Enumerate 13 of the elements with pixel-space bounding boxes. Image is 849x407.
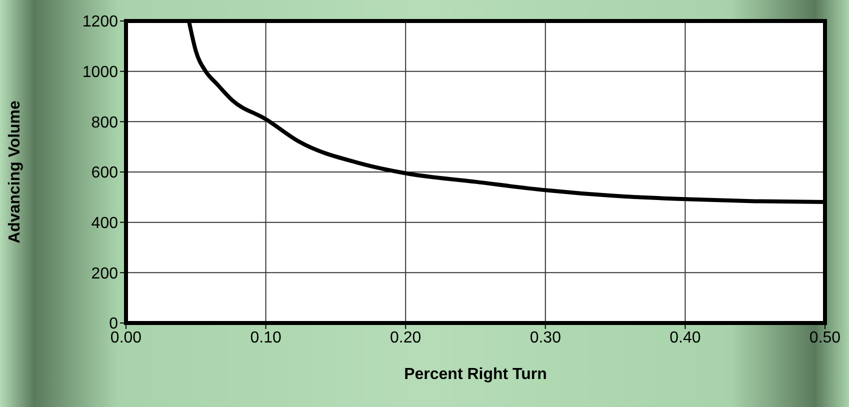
x-tick-label: 0.30 (530, 329, 562, 346)
x-tick-label: 0.40 (670, 329, 701, 346)
x-tick-label: 0.50 (809, 329, 841, 346)
y-tick-label: 600 (91, 164, 118, 182)
y-axis-title: Advancing Volume (6, 100, 24, 244)
y-tick-label: 400 (91, 215, 118, 232)
y-tick-label: 200 (91, 265, 118, 282)
y-tick-label: 800 (91, 114, 118, 132)
y-tick-label: 1000 (82, 64, 118, 82)
x-tick-label: 0.20 (390, 329, 422, 346)
y-tick-label: 1200 (82, 14, 118, 31)
x-tick-label: 0.10 (250, 329, 282, 346)
x-axis-title: Percent Right Turn (404, 366, 547, 383)
